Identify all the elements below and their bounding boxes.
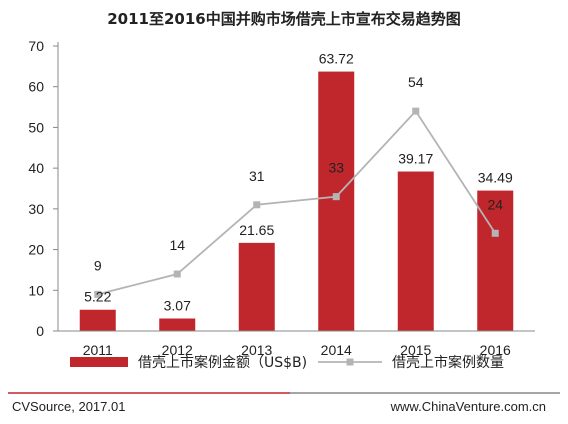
- bar: [79, 309, 116, 331]
- legend-line-label: 借壳上市案例数量: [392, 354, 504, 371]
- y-tick-label: 40: [28, 160, 44, 176]
- line-point: [491, 229, 499, 237]
- line-data-label: 14: [169, 237, 185, 253]
- line-point: [332, 193, 340, 201]
- line-data-label: 31: [249, 168, 265, 184]
- x-tick-label: 2012: [162, 342, 193, 358]
- bar-data-label: 34.49: [478, 170, 513, 186]
- chart-title: 2011至2016中国并购市场借壳上市宣布交易趋势图: [107, 10, 461, 28]
- legend-line-marker: [346, 358, 354, 366]
- x-tick-label: 2016: [480, 342, 511, 358]
- y-tick-label: 60: [28, 79, 44, 95]
- bar: [397, 171, 434, 331]
- bar-data-label: 63.72: [319, 51, 354, 67]
- x-tick-label: 2013: [241, 342, 272, 358]
- bar: [318, 71, 355, 331]
- website-url: www.ChinaVenture.com.cn: [390, 399, 546, 414]
- bar: [159, 318, 196, 331]
- line-data-label: 33: [328, 160, 344, 176]
- x-tick-label: 2011: [83, 342, 113, 358]
- line-data-label: 9: [94, 257, 102, 273]
- x-tick-label: 2014: [321, 342, 352, 358]
- y-tick-label: 10: [28, 282, 44, 298]
- legend-bar-label: 借壳上市案例金额（US$B): [138, 354, 307, 371]
- y-tick-label: 50: [28, 119, 44, 135]
- y-tick-label: 0: [36, 323, 44, 339]
- y-tick-label: 20: [28, 242, 44, 258]
- bar-data-label: 5.22: [84, 289, 111, 305]
- legend-bar-swatch: [70, 357, 128, 367]
- bar-data-label: 3.07: [164, 298, 191, 314]
- line-data-label: 24: [487, 196, 503, 212]
- line-point: [173, 270, 181, 278]
- source-note: CVSource, 2017.01: [12, 399, 126, 414]
- y-tick-label: 70: [28, 38, 44, 54]
- bar-data-label: 21.65: [239, 222, 274, 238]
- y-tick-label: 30: [28, 201, 44, 217]
- line-point: [94, 290, 102, 298]
- line-point: [412, 107, 420, 115]
- line-point: [253, 201, 261, 209]
- line-data-label: 54: [408, 74, 424, 90]
- x-tick-label: 2015: [400, 342, 431, 358]
- bar: [238, 242, 275, 331]
- bar-data-label: 39.17: [398, 151, 433, 167]
- series-line: [97, 109, 497, 296]
